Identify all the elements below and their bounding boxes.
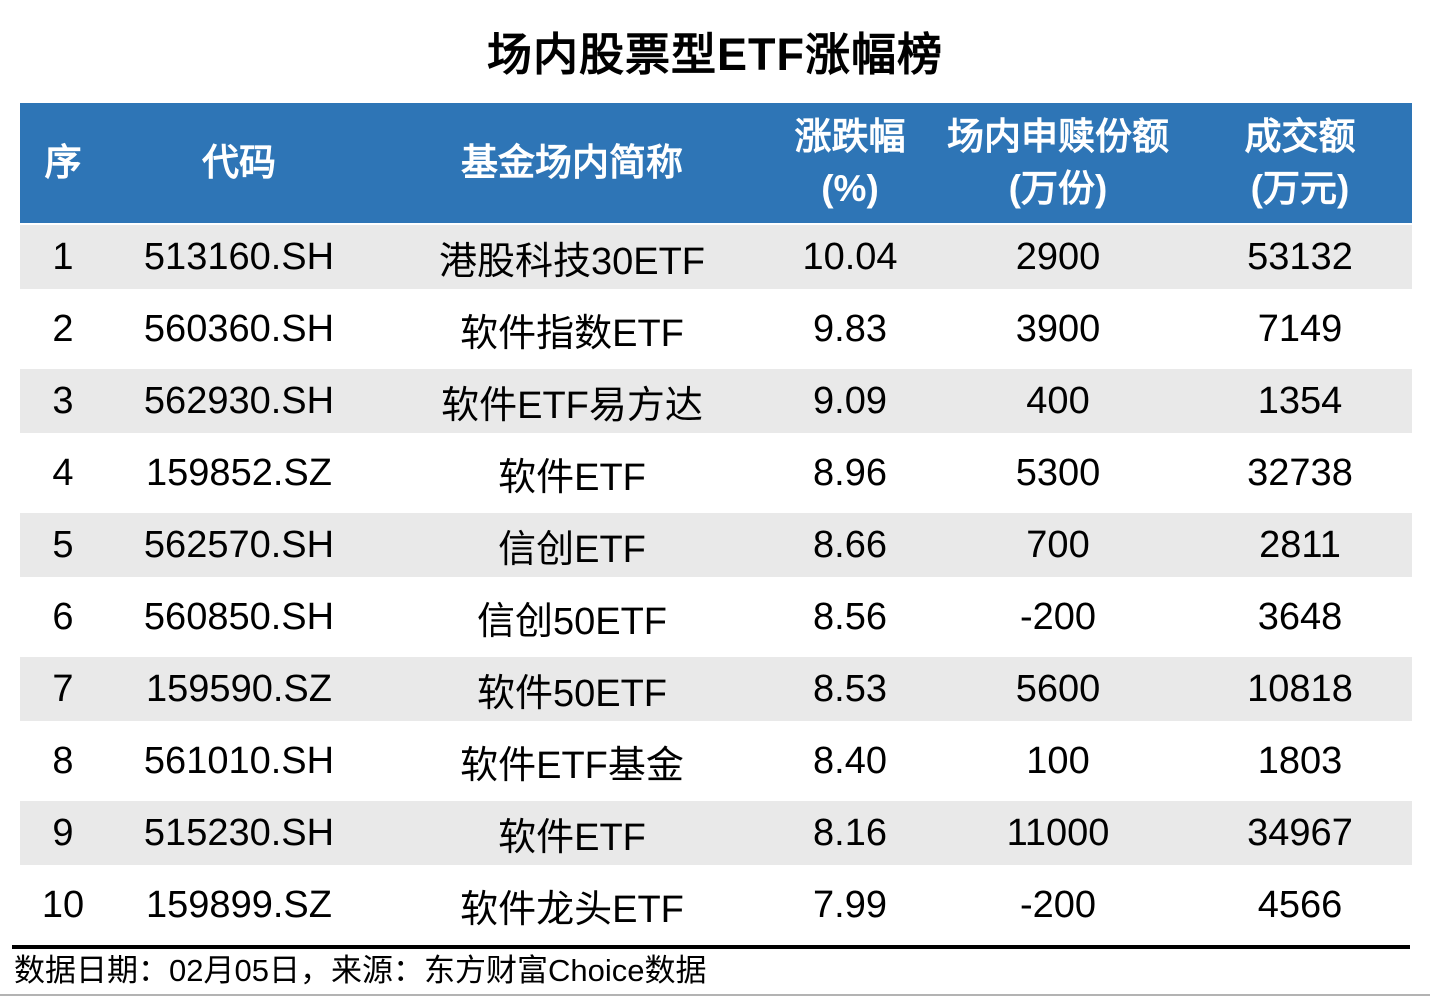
table-cell: 8.16 [813, 811, 887, 854]
column-header-label: 涨跌幅 [794, 116, 906, 157]
bottom-rule-line [0, 994, 1430, 996]
table-cell: 159899.SZ [146, 883, 332, 926]
table-cell: 515230.SH [143, 811, 335, 854]
table-cell: -200 [1019, 595, 1097, 638]
table-cell: 8.96 [813, 451, 887, 494]
table-cell: 9.09 [813, 379, 887, 422]
table-cell: 软件ETF [498, 816, 646, 859]
table-cell: 7149 [1257, 307, 1343, 350]
table-cell: 3900 [1015, 307, 1101, 350]
table-cell: 7.99 [813, 883, 887, 926]
column-header-unit: (万份) [1008, 168, 1108, 209]
table-cell: 6 [52, 595, 74, 638]
table-cell: 8.56 [813, 595, 887, 638]
footer-divider-line [12, 945, 1410, 949]
column-header-turnover: 成交额 (万元) [1188, 103, 1412, 223]
table-cell: 700 [1026, 523, 1090, 566]
table-cell: 1 [52, 235, 74, 278]
table-cell: 10 [41, 883, 85, 926]
table-cell: 1803 [1257, 739, 1343, 782]
table-cell: -200 [1019, 883, 1097, 926]
table-body: 1 513160.SH 港股科技30ETF 10.04 2900 53132 2 560360… [20, 225, 1412, 937]
table-cell: 9 [52, 811, 74, 854]
column-header-label: 代码 [202, 142, 276, 183]
table-cell: 53132 [1247, 235, 1353, 278]
table-cell: 软件ETF易方达 [441, 384, 703, 427]
column-header-unit: (%) [821, 168, 879, 209]
table-cell: 159852.SZ [146, 451, 332, 494]
page-title: 场内股票型ETF涨幅榜 [487, 28, 943, 80]
etf-gainers-table: 序 代码 基金场内简称 涨跌幅 (%) 场内申赎份额 (万份) 成交额 (万元)… [20, 103, 1412, 937]
table-cell: 100 [1026, 739, 1090, 782]
column-header-label: 序 [44, 142, 82, 183]
column-header-label: 基金场内简称 [461, 142, 683, 183]
table-cell: 3648 [1257, 595, 1343, 638]
table-cell: 1354 [1257, 379, 1343, 422]
table-row: 9 515230.SH 软件ETF 8.16 11000 34967 [20, 801, 1412, 865]
column-header-label: 成交额 [1244, 116, 1356, 157]
table-row: 7 159590.SZ 软件50ETF 8.53 5600 10818 [20, 657, 1412, 721]
table-cell: 562930.SH [143, 379, 335, 422]
table-cell: 港股科技30ETF [438, 240, 706, 283]
column-header-label: 场内申赎份额 [947, 116, 1169, 157]
table-cell: 软件指数ETF [460, 312, 684, 355]
table-cell: 软件50ETF [476, 672, 668, 715]
table-cell: 10.04 [802, 235, 898, 278]
table-cell: 159590.SZ [146, 667, 332, 710]
table-row: 1 513160.SH 港股科技30ETF 10.04 2900 53132 [20, 225, 1412, 289]
table-cell: 信创ETF [498, 528, 646, 571]
table-cell: 5600 [1015, 667, 1101, 710]
table-cell: 34967 [1247, 811, 1353, 854]
table-cell: 5 [52, 523, 74, 566]
table-cell: 8 [52, 739, 74, 782]
column-header-change-pct: 涨跌幅 (%) [772, 103, 928, 223]
table-cell: 软件ETF [498, 456, 646, 499]
table-cell: 软件龙头ETF [460, 888, 684, 931]
table-row: 6 560850.SH 信创50ETF 8.56 -200 3648 [20, 585, 1412, 649]
table-cell: 8.66 [813, 523, 887, 566]
column-header-unit: (万元) [1250, 168, 1350, 209]
table-cell: 2811 [1259, 523, 1341, 566]
table-cell: 5300 [1015, 451, 1101, 494]
table-header-row: 序 代码 基金场内简称 涨跌幅 (%) 场内申赎份额 (万份) 成交额 (万元) [20, 103, 1412, 223]
table-cell: 11000 [1006, 811, 1110, 854]
table-cell: 32738 [1247, 451, 1353, 494]
table-row: 4 159852.SZ 软件ETF 8.96 5300 32738 [20, 441, 1412, 505]
column-header-sub-redeem-shares: 场内申赎份额 (万份) [928, 103, 1188, 223]
table-cell: 2900 [1015, 235, 1101, 278]
table-cell: 7 [52, 667, 74, 710]
table-cell: 560850.SH [143, 595, 335, 638]
table-cell: 4 [52, 451, 74, 494]
table-cell: 10818 [1247, 667, 1353, 710]
table-cell: 2 [52, 307, 74, 350]
table-cell: 4566 [1257, 883, 1343, 926]
table-cell: 513160.SH [143, 235, 335, 278]
table-cell: 软件ETF基金 [460, 744, 684, 787]
table-cell: 561010.SH [143, 739, 335, 782]
table-cell: 8.40 [813, 739, 887, 782]
table-row: 5 562570.SH 信创ETF 8.66 700 2811 [20, 513, 1412, 577]
table-cell: 信创50ETF [476, 600, 668, 643]
table-cell: 400 [1026, 379, 1090, 422]
table-cell: 8.53 [813, 667, 887, 710]
column-header-fund-name: 基金场内简称 [372, 103, 772, 223]
data-source-note: 数据日期：02月05日，来源：东方财富Choice数据 [14, 953, 707, 988]
table-cell: 562570.SH [143, 523, 335, 566]
column-header-rank: 序 [20, 103, 106, 223]
column-header-code: 代码 [106, 103, 372, 223]
table-row: 3 562930.SH 软件ETF易方达 9.09 400 1354 [20, 369, 1412, 433]
table-cell: 560360.SH [143, 307, 335, 350]
table-cell: 9.83 [813, 307, 887, 350]
table-cell: 3 [52, 379, 74, 422]
table-row: 2 560360.SH 软件指数ETF 9.83 3900 7149 [20, 297, 1412, 361]
table-row: 8 561010.SH 软件ETF基金 8.40 100 1803 [20, 729, 1412, 793]
table-row: 10 159899.SZ 软件龙头ETF 7.99 -200 4566 [20, 873, 1412, 937]
